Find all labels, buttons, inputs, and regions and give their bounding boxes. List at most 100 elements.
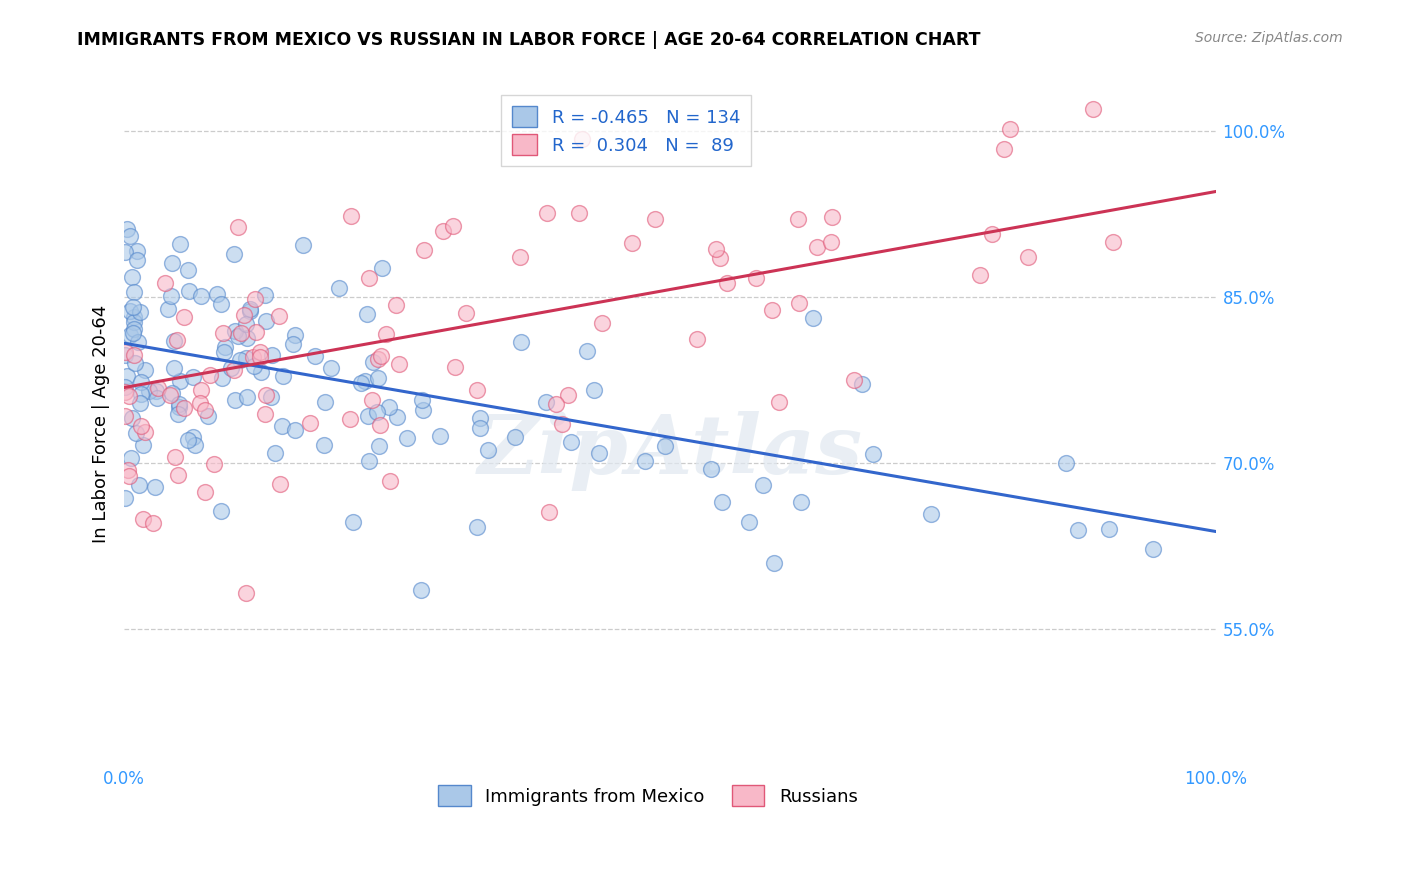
Point — [129, 419, 152, 434]
Point — [114, 244, 136, 259]
Point — [115, 222, 138, 236]
Point — [145, 384, 167, 398]
Point — [315, 395, 337, 409]
Point — [212, 344, 235, 359]
Point — [114, 409, 136, 423]
Point — [121, 326, 143, 341]
Point — [851, 377, 873, 392]
Point — [456, 306, 478, 320]
Point — [121, 411, 143, 425]
Point — [235, 317, 257, 331]
Point — [197, 409, 219, 423]
Point — [790, 494, 813, 508]
Point — [536, 206, 558, 220]
Point — [432, 224, 454, 238]
Point — [298, 417, 321, 431]
Point — [368, 418, 391, 433]
Point — [367, 351, 389, 366]
Point — [254, 314, 277, 328]
Point — [163, 450, 186, 464]
Point — [224, 393, 246, 408]
Point — [361, 393, 384, 408]
Point — [124, 356, 146, 370]
Point — [224, 324, 246, 338]
Point — [378, 474, 401, 488]
Point — [409, 582, 432, 597]
Point — [184, 438, 207, 452]
Point — [127, 252, 149, 267]
Point — [1017, 251, 1039, 265]
Point — [120, 450, 142, 465]
Point — [222, 247, 245, 261]
Point — [366, 405, 388, 419]
Point — [820, 235, 842, 249]
Point — [745, 270, 768, 285]
Point — [283, 327, 305, 342]
Point — [159, 388, 181, 402]
Point — [842, 374, 865, 388]
Point — [412, 403, 434, 417]
Point — [190, 383, 212, 397]
Point — [271, 368, 294, 383]
Point — [117, 368, 139, 383]
Point — [167, 400, 190, 414]
Point — [160, 256, 183, 270]
Point — [328, 281, 350, 295]
Point — [588, 446, 610, 460]
Point — [254, 387, 277, 401]
Point — [167, 407, 190, 421]
Point — [738, 516, 761, 530]
Point — [128, 305, 150, 319]
Point — [560, 435, 582, 450]
Point — [339, 411, 361, 425]
Point — [342, 515, 364, 529]
Point — [551, 417, 574, 431]
Point — [212, 326, 235, 340]
Point — [128, 396, 150, 410]
Point — [264, 446, 287, 460]
Point — [214, 340, 236, 354]
Point — [238, 301, 260, 316]
Point — [591, 316, 613, 330]
Point — [700, 462, 723, 476]
Point — [138, 384, 160, 399]
Point — [354, 374, 377, 388]
Point — [114, 380, 136, 394]
Point — [221, 360, 243, 375]
Point — [176, 263, 198, 277]
Point — [1142, 542, 1164, 557]
Y-axis label: In Labor Force | Age 20-64: In Labor Force | Age 20-64 — [93, 305, 110, 543]
Point — [118, 328, 141, 343]
Point — [128, 477, 150, 491]
Point — [177, 434, 200, 448]
Point — [998, 122, 1021, 136]
Point — [267, 309, 290, 323]
Point — [363, 355, 385, 369]
Point — [122, 322, 145, 336]
Point — [146, 391, 169, 405]
Point — [190, 396, 212, 410]
Text: IMMIGRANTS FROM MEXICO VS RUSSIAN IN LABOR FORCE | AGE 20-64 CORRELATION CHART: IMMIGRANTS FROM MEXICO VS RUSSIAN IN LAB… — [77, 31, 981, 49]
Point — [761, 302, 783, 317]
Point — [209, 297, 232, 311]
Point — [183, 430, 205, 444]
Point — [253, 407, 276, 421]
Point — [385, 409, 408, 424]
Point — [148, 381, 170, 395]
Point — [269, 476, 291, 491]
Point — [1098, 522, 1121, 536]
Point — [571, 132, 593, 146]
Point — [467, 383, 489, 397]
Point — [350, 376, 373, 390]
Point — [169, 374, 191, 388]
Point — [181, 370, 204, 384]
Point — [477, 443, 499, 458]
Point — [242, 351, 264, 365]
Point — [118, 304, 141, 318]
Point — [378, 400, 401, 414]
Point — [768, 395, 790, 409]
Point — [153, 277, 176, 291]
Point — [222, 363, 245, 377]
Point — [173, 401, 195, 415]
Point — [367, 371, 389, 385]
